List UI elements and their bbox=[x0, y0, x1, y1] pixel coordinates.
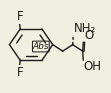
Text: F: F bbox=[16, 66, 23, 79]
Text: Abs: Abs bbox=[33, 42, 49, 51]
Text: O: O bbox=[84, 29, 93, 42]
Text: NH₂: NH₂ bbox=[74, 22, 96, 35]
Text: F: F bbox=[16, 10, 23, 23]
Text: OH: OH bbox=[84, 60, 102, 73]
FancyBboxPatch shape bbox=[32, 41, 49, 52]
